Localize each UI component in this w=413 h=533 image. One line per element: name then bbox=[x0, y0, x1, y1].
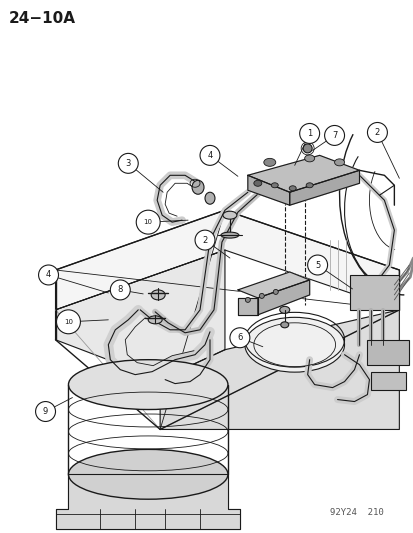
Circle shape bbox=[38, 265, 58, 285]
Polygon shape bbox=[247, 175, 289, 205]
Circle shape bbox=[56, 310, 80, 334]
Polygon shape bbox=[55, 210, 399, 310]
Text: 2: 2 bbox=[202, 236, 207, 245]
Circle shape bbox=[307, 255, 327, 275]
Ellipse shape bbox=[68, 449, 228, 499]
Ellipse shape bbox=[306, 183, 312, 188]
Ellipse shape bbox=[244, 317, 344, 372]
Text: 1: 1 bbox=[306, 129, 311, 138]
Polygon shape bbox=[55, 250, 224, 379]
Bar bbox=[349, 275, 399, 310]
Ellipse shape bbox=[259, 293, 263, 298]
Text: 10: 10 bbox=[143, 219, 152, 225]
Text: 10: 10 bbox=[64, 319, 73, 325]
Ellipse shape bbox=[271, 183, 278, 188]
Text: 4: 4 bbox=[207, 151, 212, 160]
Ellipse shape bbox=[245, 297, 250, 302]
Circle shape bbox=[199, 146, 219, 165]
Circle shape bbox=[118, 154, 138, 173]
Ellipse shape bbox=[334, 159, 344, 166]
Circle shape bbox=[367, 123, 387, 142]
Text: 24−10A: 24−10A bbox=[9, 11, 76, 26]
Bar bbox=[370, 372, 405, 390]
Circle shape bbox=[110, 280, 130, 300]
Ellipse shape bbox=[289, 186, 295, 191]
Polygon shape bbox=[55, 474, 239, 529]
Ellipse shape bbox=[273, 289, 278, 294]
Circle shape bbox=[299, 124, 319, 143]
Text: 3: 3 bbox=[125, 159, 131, 168]
Polygon shape bbox=[289, 171, 358, 205]
Ellipse shape bbox=[151, 290, 165, 300]
Ellipse shape bbox=[302, 144, 311, 153]
Ellipse shape bbox=[221, 232, 238, 238]
Text: 2: 2 bbox=[374, 128, 379, 137]
Text: 5: 5 bbox=[314, 261, 320, 270]
Circle shape bbox=[195, 230, 214, 250]
Ellipse shape bbox=[279, 306, 289, 313]
Circle shape bbox=[136, 210, 160, 234]
Circle shape bbox=[36, 401, 55, 422]
Text: 7: 7 bbox=[331, 131, 337, 140]
Ellipse shape bbox=[68, 360, 228, 409]
Text: 9: 9 bbox=[43, 407, 48, 416]
Polygon shape bbox=[160, 310, 399, 430]
Circle shape bbox=[324, 125, 344, 146]
Ellipse shape bbox=[204, 192, 214, 204]
Text: 92Y24  210: 92Y24 210 bbox=[329, 508, 382, 517]
Polygon shape bbox=[237, 272, 309, 298]
Polygon shape bbox=[257, 280, 309, 315]
Ellipse shape bbox=[148, 316, 162, 324]
Ellipse shape bbox=[304, 155, 314, 162]
Text: 8: 8 bbox=[117, 285, 123, 294]
Ellipse shape bbox=[223, 211, 236, 219]
Ellipse shape bbox=[192, 180, 204, 194]
Ellipse shape bbox=[280, 322, 288, 328]
Ellipse shape bbox=[263, 158, 275, 166]
Text: 4: 4 bbox=[46, 270, 51, 279]
Text: 6: 6 bbox=[237, 333, 242, 342]
Ellipse shape bbox=[253, 180, 261, 186]
Polygon shape bbox=[247, 156, 358, 192]
Circle shape bbox=[229, 328, 249, 348]
Polygon shape bbox=[237, 298, 257, 315]
Bar bbox=[367, 340, 408, 365]
